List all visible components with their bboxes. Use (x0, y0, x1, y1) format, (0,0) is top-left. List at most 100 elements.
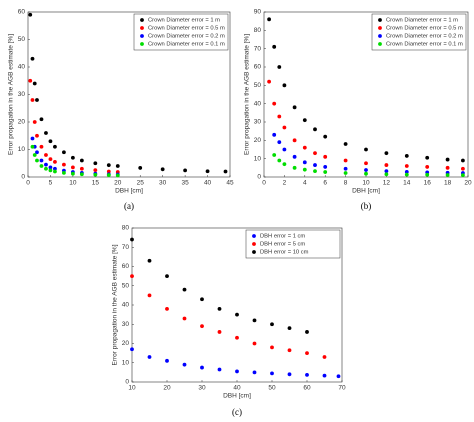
panel-caption: (c) (232, 407, 242, 417)
marker (425, 165, 430, 169)
marker (305, 330, 309, 334)
marker (302, 160, 307, 165)
marker (147, 293, 152, 298)
marker (302, 145, 307, 150)
marker (200, 324, 204, 329)
legend-label: Crown Diameter error = 0.1 m (386, 42, 463, 48)
marker (445, 165, 450, 170)
marker (182, 362, 187, 367)
marker (147, 258, 152, 263)
x-axis-label: DBH [cm] (115, 188, 143, 195)
marker (267, 79, 271, 84)
marker (287, 348, 292, 353)
marker (282, 83, 287, 88)
marker (130, 274, 134, 279)
marker (235, 335, 239, 340)
marker (235, 312, 239, 317)
legend-marker (378, 26, 382, 30)
marker (272, 132, 277, 137)
marker (217, 306, 222, 311)
y-tick-label: 30 (254, 119, 262, 126)
x-tick-label: 8 (344, 180, 348, 187)
marker (28, 12, 33, 17)
y-tick-label: 50 (18, 36, 26, 43)
marker (364, 171, 368, 176)
marker (35, 98, 39, 102)
marker (277, 114, 282, 119)
y-axis-label: Error propagation in the AGB estimate [%… (112, 244, 119, 365)
legend-marker (252, 242, 256, 246)
legend-marker (140, 26, 144, 30)
y-tick-label: 20 (122, 340, 130, 347)
marker (182, 316, 187, 321)
panel-caption: (a) (124, 201, 134, 211)
marker (270, 345, 274, 350)
marker (267, 17, 271, 22)
legend-label: Crown Diameter error = 0.5 m (386, 26, 463, 32)
marker (282, 147, 287, 152)
x-tick-label: 6 (323, 180, 327, 187)
x-tick-label: 20 (464, 180, 472, 187)
y-tick-label: 40 (18, 64, 26, 71)
marker (32, 120, 37, 124)
marker (79, 166, 84, 171)
marker (200, 365, 204, 370)
marker (323, 170, 328, 174)
marker (461, 166, 465, 171)
marker (364, 161, 368, 166)
y-tick-label: 10 (254, 155, 262, 162)
marker (313, 151, 317, 156)
legend-marker (378, 18, 382, 22)
marker (323, 154, 328, 159)
marker (39, 117, 44, 122)
legend-label: DBH error = 10 cm (260, 250, 309, 256)
marker (106, 173, 111, 177)
marker (53, 159, 57, 164)
marker (404, 172, 409, 177)
marker (323, 165, 328, 169)
marker (53, 166, 57, 171)
marker (305, 372, 309, 377)
y-tick-label: 80 (122, 225, 130, 232)
y-tick-label: 40 (122, 302, 130, 309)
legend-marker (252, 250, 256, 254)
legend-label: Crown Diameter error = 1 m (148, 18, 220, 24)
marker (39, 144, 44, 149)
marker (53, 144, 57, 149)
x-tick-label: 20 (163, 385, 171, 392)
marker (270, 322, 274, 327)
x-tick-label: 0 (26, 180, 30, 187)
marker (217, 367, 222, 372)
x-tick-label: 5 (49, 180, 53, 187)
legend-marker (378, 34, 382, 38)
marker (115, 173, 120, 178)
marker (313, 163, 317, 167)
marker (292, 105, 297, 110)
legend-label: DBH error = 1 cm (260, 234, 305, 240)
marker (93, 168, 98, 173)
marker (30, 98, 35, 102)
marker (425, 155, 430, 160)
marker (445, 173, 450, 177)
y-tick-label: 10 (18, 146, 26, 153)
y-tick-label: 0 (257, 174, 261, 181)
legend-box (245, 229, 341, 259)
marker (62, 170, 66, 175)
marker (313, 127, 317, 132)
marker (252, 341, 257, 346)
marker (130, 237, 134, 242)
marker (277, 140, 282, 145)
y-tick-label: 0 (21, 174, 25, 181)
y-tick-label: 10 (122, 359, 130, 366)
marker (270, 371, 274, 376)
marker (44, 166, 48, 171)
legend-box (371, 13, 467, 51)
x-tick-label: 18 (444, 180, 452, 187)
marker (39, 158, 44, 163)
panel-caption: (b) (361, 201, 372, 211)
legend-label: DBH error = 5 cm (260, 242, 305, 248)
marker (287, 326, 292, 330)
marker (30, 56, 35, 61)
marker (272, 153, 277, 157)
marker (404, 164, 409, 168)
